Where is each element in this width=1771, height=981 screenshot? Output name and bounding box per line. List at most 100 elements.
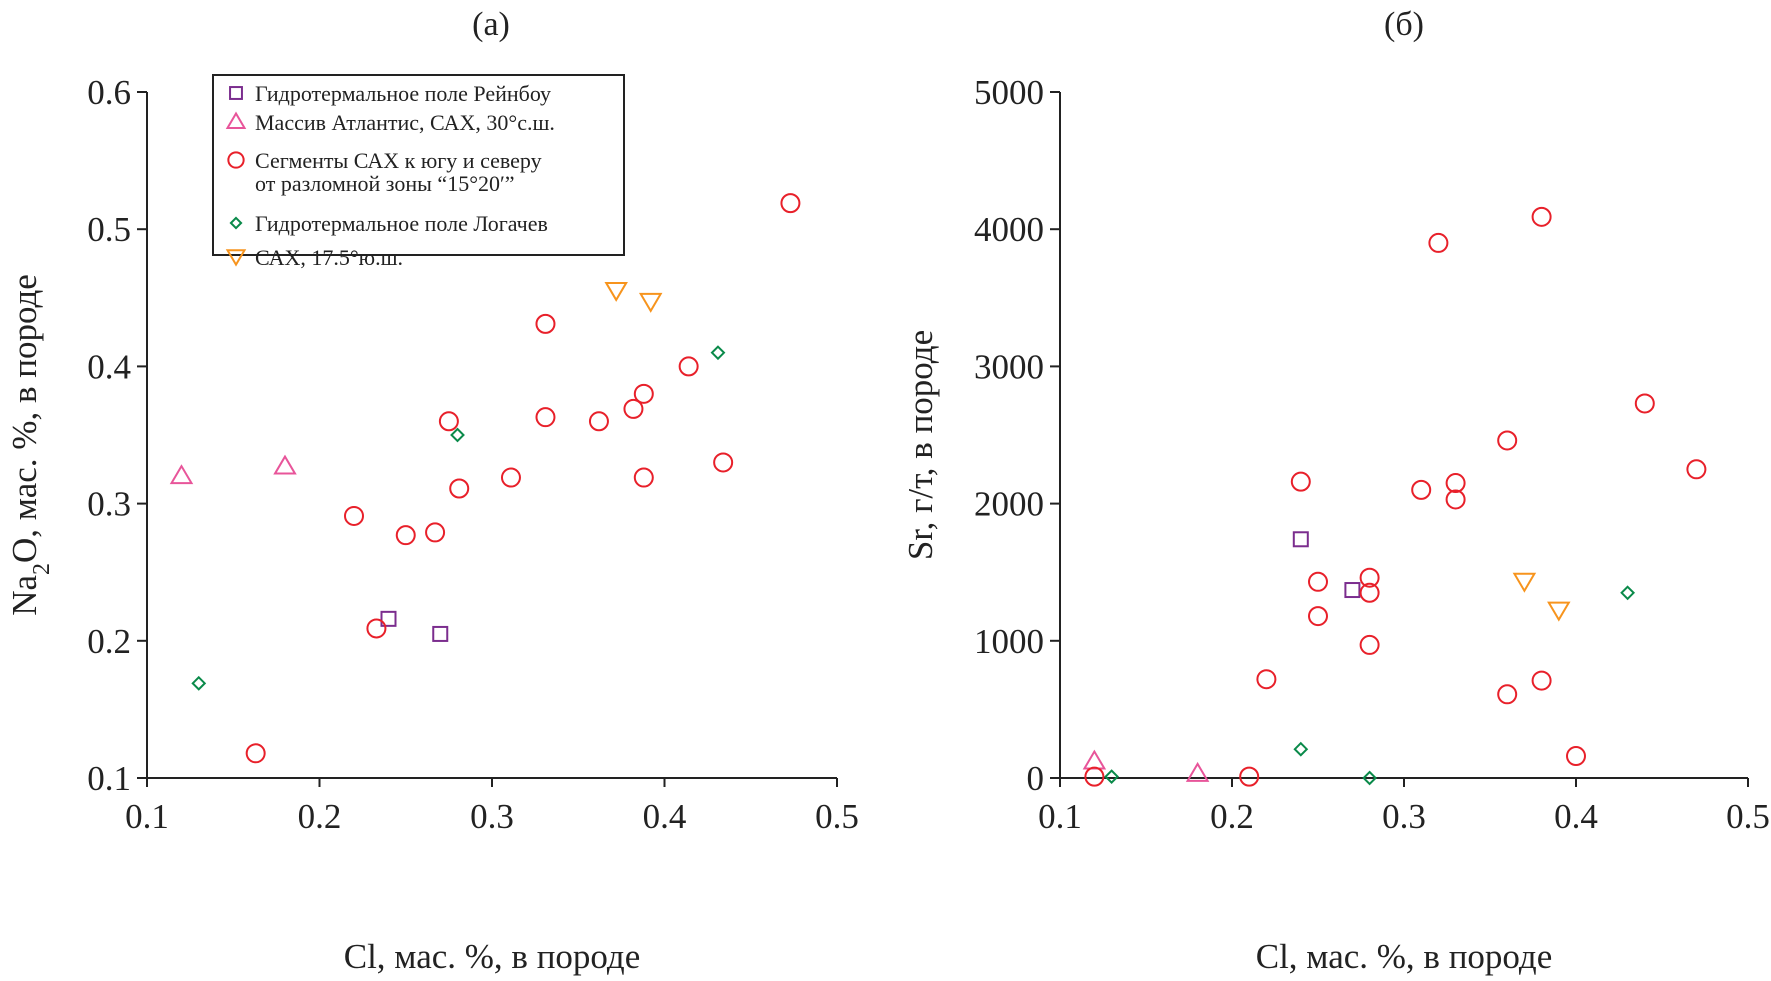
legend-label: САХ, 17.5°ю.ш. <box>255 245 403 270</box>
circle-marker <box>1497 684 1518 705</box>
triangle-down-marker <box>638 292 663 313</box>
y-tick-label: 3000 <box>974 347 1044 386</box>
y-tick-label: 0.5 <box>87 210 131 249</box>
circle-marker <box>344 505 364 526</box>
chart-panel-a: (a) 0.1 0.2 0.3 0.4 0.5 0.1 0.2 0.3 0.4 0.5 0.6 Cl, … <box>5 6 859 976</box>
circle-marker <box>1445 473 1466 494</box>
y-axis-label: Na2O, мас. %, в породе <box>5 274 55 616</box>
triangle-up-marker <box>169 464 194 485</box>
circle-marker <box>366 618 387 639</box>
circle-marker <box>1084 766 1105 787</box>
y-tick-label: 0 <box>1027 759 1045 798</box>
triangle-down-marker <box>1512 572 1537 593</box>
y-axis-label-part: O, мас. %, в породе <box>5 274 44 563</box>
chart-title: (б) <box>1384 6 1424 43</box>
circle-marker <box>1428 232 1449 253</box>
x-axis-label: Cl, мас. %, в породе <box>1256 937 1553 976</box>
series-atlantis <box>169 454 297 485</box>
triangle-up-marker <box>273 454 297 475</box>
circle-marker <box>227 151 245 169</box>
diamond-marker <box>1362 770 1378 786</box>
circle-marker <box>438 411 459 432</box>
legend-label: Гидротермальное поле Логачев <box>255 211 548 236</box>
triangle-up-marker <box>225 111 247 129</box>
chart-panel-b: (б) 0.1 0.2 0.3 0.4 0.5 0 1000 2000 3000 4000 5000 C… <box>901 6 1770 976</box>
x-tick-label: 0.3 <box>1382 797 1426 836</box>
diamond-marker <box>450 427 465 443</box>
circle-marker <box>1531 206 1552 227</box>
legend-label: Сегменты САХ к югу и северу <box>255 148 542 173</box>
y-tick-label: 2000 <box>974 485 1044 524</box>
triangle-down-marker <box>225 249 247 267</box>
square-marker <box>380 610 397 627</box>
series-segments <box>1084 206 1707 787</box>
y-axis-label-part: Sr, г/т, в породе <box>901 330 940 560</box>
series-segments <box>245 193 801 764</box>
triangle-up-marker <box>1185 761 1210 782</box>
circle-marker <box>1634 393 1655 414</box>
x-tick-label: 0.1 <box>125 797 169 836</box>
square-marker <box>432 625 449 642</box>
y-tick-label: 0.4 <box>87 347 131 386</box>
x-tick-label: 0.3 <box>470 797 514 836</box>
circle-marker <box>780 193 801 214</box>
circle-marker <box>1256 669 1277 690</box>
x-tick-label: 0.4 <box>1554 797 1598 836</box>
square-marker <box>229 86 243 100</box>
y-axis-label: Sr, г/т, в породе <box>901 330 940 560</box>
circle-marker <box>588 411 609 432</box>
circle-marker <box>449 478 470 499</box>
y-tick-label: 4000 <box>974 210 1044 249</box>
series-rainbow <box>380 610 449 642</box>
y-tick-label: 0.3 <box>87 485 131 524</box>
triangle-down-marker <box>604 281 628 302</box>
circle-marker <box>1411 479 1432 500</box>
series-logatchev <box>191 345 726 691</box>
x-tick-label: 0.5 <box>815 797 859 836</box>
y-axis-label-part: 2 <box>29 563 55 575</box>
circle-marker <box>713 452 734 473</box>
diamond-marker <box>1620 585 1636 601</box>
circle-marker <box>1308 571 1328 592</box>
circle-marker <box>1359 634 1380 655</box>
circle-marker <box>1359 567 1380 588</box>
circle-marker <box>1445 489 1466 510</box>
circle-marker <box>1566 746 1586 767</box>
legend-label: Гидротермальное поле Рейнбоу <box>255 81 551 106</box>
circle-marker <box>1497 430 1518 451</box>
circle-marker <box>535 313 556 334</box>
circle-marker <box>1359 582 1380 603</box>
legend-box <box>212 74 625 256</box>
x-tick-label: 0.4 <box>643 797 687 836</box>
diamond-marker <box>191 675 207 691</box>
circle-marker <box>678 356 699 377</box>
circle-marker <box>245 743 266 764</box>
circle-marker <box>623 398 644 419</box>
x-tick-label: 0.5 <box>1726 797 1770 836</box>
x-axis-label: Cl, мас. %, в породе <box>344 937 641 976</box>
legend: Гидротермальное поле Рейнбоу Массив Атлан… <box>212 74 625 270</box>
series-sax175 <box>1512 572 1571 622</box>
legend-label: от разломной зоны “15°20′” <box>255 171 515 196</box>
x-tick-label: 0.2 <box>1210 797 1254 836</box>
y-tick-label: 0.2 <box>87 622 131 661</box>
x-tick-label: 0.1 <box>1038 797 1082 836</box>
circle-marker <box>1239 766 1260 787</box>
triangle-up-marker <box>1082 749 1107 770</box>
series-sax175 <box>604 281 663 313</box>
series-logatchev <box>1104 585 1636 786</box>
circle-marker <box>425 522 446 543</box>
circle-marker <box>1308 606 1328 627</box>
y-tick-label: 5000 <box>974 73 1044 112</box>
circle-marker <box>1531 670 1552 691</box>
circle-marker <box>395 525 416 546</box>
legend-label: Массив Атлантис, САХ, 30°с.ш. <box>255 110 555 135</box>
diamond-marker <box>1104 769 1120 785</box>
chart-title: (a) <box>472 6 510 43</box>
diamond-marker <box>710 345 726 361</box>
triangle-down-marker <box>1547 601 1571 622</box>
y-tick-label: 0.1 <box>87 759 131 798</box>
diamond-marker <box>229 216 243 230</box>
y-tick-label: 0.6 <box>87 73 131 112</box>
